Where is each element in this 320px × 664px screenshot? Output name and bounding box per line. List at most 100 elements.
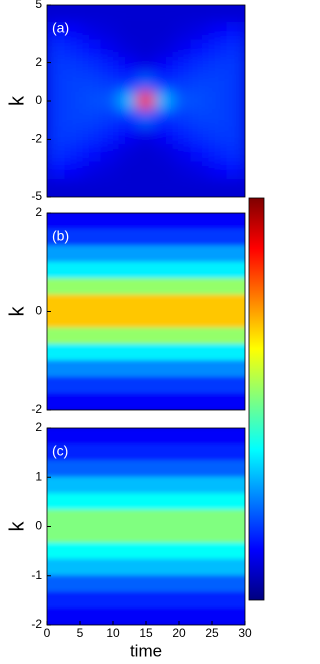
cell	[47, 5, 66, 23]
cell	[118, 126, 138, 146]
cell	[64, 161, 84, 181]
y-tick-label: 2	[35, 205, 42, 219]
cell	[226, 21, 245, 41]
cell	[47, 144, 66, 163]
cell	[136, 21, 156, 41]
cell	[154, 179, 174, 197]
cell	[82, 74, 102, 93]
heatmap	[47, 213, 245, 410]
cell	[64, 74, 84, 93]
cell	[118, 144, 138, 163]
cell	[226, 74, 245, 93]
y-tick-label: 1	[35, 469, 42, 483]
cell	[226, 39, 245, 58]
cell	[118, 74, 138, 93]
cell	[226, 126, 245, 146]
cell	[47, 91, 66, 111]
band	[47, 443, 245, 462]
band	[47, 558, 245, 577]
cell	[190, 144, 210, 163]
cell	[154, 109, 174, 128]
cell	[208, 91, 228, 111]
cell	[154, 161, 174, 181]
cell	[47, 74, 66, 93]
x-tick-label: 15	[139, 626, 153, 640]
cell	[190, 74, 210, 93]
cell	[154, 5, 174, 23]
cell	[136, 179, 156, 197]
cell	[64, 109, 84, 128]
cell	[208, 109, 228, 128]
band	[47, 376, 245, 395]
y-tick-label: -1	[31, 568, 42, 582]
cell	[64, 21, 84, 41]
band	[47, 294, 245, 312]
cell	[136, 109, 156, 128]
cell	[190, 21, 210, 41]
cell	[172, 161, 192, 181]
cell	[47, 21, 66, 41]
cell	[226, 5, 245, 23]
band	[47, 575, 245, 593]
y-tick-label: 2	[35, 420, 42, 434]
cell	[136, 126, 156, 146]
band	[47, 526, 245, 544]
cell	[190, 161, 210, 181]
cell	[100, 5, 120, 23]
cell	[82, 144, 102, 163]
cell	[100, 39, 120, 58]
cell	[100, 21, 120, 41]
band	[47, 542, 245, 560]
x-tick-label: 30	[238, 626, 252, 640]
cell	[64, 39, 84, 58]
cell	[82, 109, 102, 128]
cell	[172, 39, 192, 58]
cell	[47, 126, 66, 146]
y-tick-label: 0	[35, 519, 42, 533]
cell	[136, 161, 156, 181]
cell	[208, 161, 228, 181]
cell	[172, 56, 192, 76]
cell	[64, 5, 84, 23]
cell	[172, 5, 192, 23]
band	[47, 278, 245, 296]
y-tick-label: -2	[31, 617, 42, 631]
y-tick-label: -2	[31, 402, 42, 416]
band	[47, 311, 245, 329]
y-axis-label: k	[6, 306, 28, 317]
cell	[172, 109, 192, 128]
cell	[136, 56, 156, 76]
colorbar	[248, 197, 265, 601]
cell	[208, 126, 228, 146]
cell	[118, 56, 138, 76]
panel	[47, 5, 245, 197]
cell	[226, 179, 245, 197]
cell	[118, 21, 138, 41]
cell	[226, 144, 245, 163]
cell	[172, 91, 192, 111]
cell	[136, 5, 156, 23]
cell	[208, 74, 228, 93]
cell	[118, 161, 138, 181]
cell	[154, 144, 174, 163]
cell	[226, 161, 245, 181]
y-tick-label: -2	[31, 132, 42, 146]
cell	[100, 179, 120, 197]
band	[47, 327, 245, 345]
cell	[154, 56, 174, 76]
cell	[82, 126, 102, 146]
band	[47, 428, 245, 445]
y-axis-label: k	[6, 95, 28, 106]
x-tick-label: 0	[44, 626, 51, 640]
y-tick-label: 5	[35, 0, 42, 11]
band	[47, 261, 245, 280]
y-tick-label: 2	[35, 55, 42, 69]
cell	[82, 91, 102, 111]
cell	[190, 109, 210, 128]
cell	[208, 5, 228, 23]
cell	[190, 126, 210, 146]
band	[47, 591, 245, 610]
cell	[172, 179, 192, 197]
panel	[47, 428, 245, 625]
